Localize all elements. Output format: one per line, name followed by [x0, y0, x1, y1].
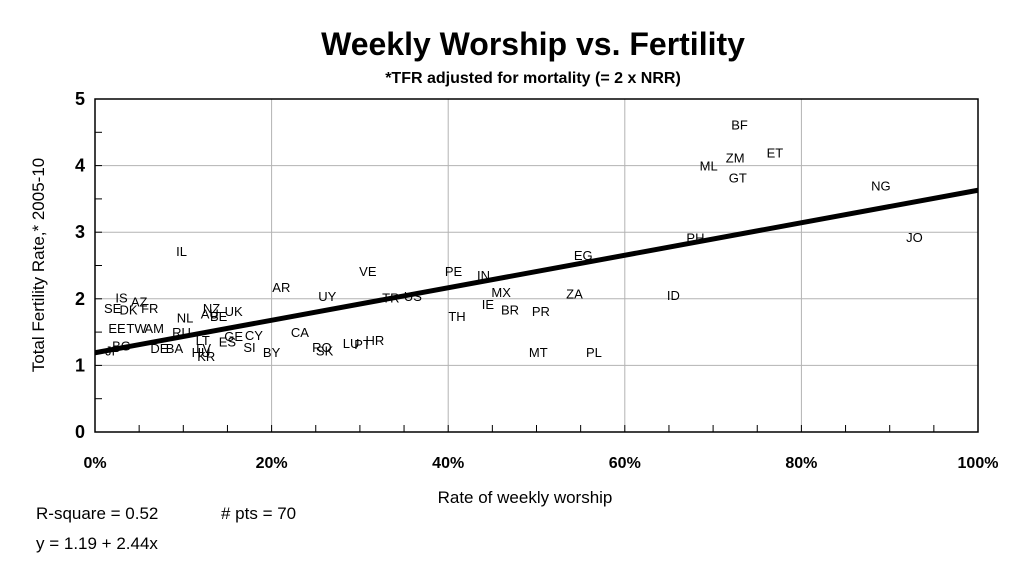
- x-tick-label: 60%: [609, 455, 641, 472]
- data-point-label: PE: [445, 264, 463, 279]
- data-point-label: GT: [729, 171, 747, 186]
- y-tick-label: 5: [75, 89, 85, 109]
- data-point-label: DE: [150, 341, 168, 356]
- data-point-label: AM: [144, 321, 164, 336]
- data-point-label: FR: [141, 301, 158, 316]
- data-point-label: RO: [312, 340, 332, 355]
- x-tick-label: 80%: [785, 455, 817, 472]
- regression-equation: y = 1.19 + 2.44x: [36, 534, 158, 553]
- x-tick-label: 20%: [256, 455, 288, 472]
- x-tick-label: 100%: [958, 455, 999, 472]
- data-point-label: GE: [224, 329, 243, 344]
- data-point-label: UK: [225, 304, 243, 319]
- y-tick-label: 0: [75, 422, 85, 442]
- data-point-label: BF: [731, 117, 748, 132]
- data-point-label: PR: [532, 304, 550, 319]
- points-count-text: # pts = 70: [221, 504, 296, 523]
- data-point-label: LT: [196, 333, 210, 348]
- data-point-label: CY: [245, 328, 263, 343]
- data-point-label: DK: [120, 302, 138, 317]
- data-point-label: ID: [667, 288, 680, 303]
- y-tick-label: 1: [75, 355, 85, 375]
- data-point-label: IS: [115, 290, 128, 305]
- trend-line: [94, 187, 979, 356]
- data-point-label: PT: [354, 337, 371, 352]
- data-point-label: NL: [177, 310, 194, 325]
- data-point-label: HU: [192, 345, 211, 360]
- data-point-label: TW: [126, 321, 147, 336]
- data-point-label: EE: [108, 321, 126, 336]
- gridlines: [95, 99, 978, 432]
- data-point-label: MT: [529, 345, 548, 360]
- y-axis-label: Total Fertility Rate,* 2005-10: [29, 158, 48, 373]
- data-point-label: LU: [343, 336, 360, 351]
- data-point-label: IE: [482, 297, 495, 312]
- data-point-label: AU: [201, 306, 219, 321]
- data-point-label: HR: [366, 333, 385, 348]
- data-point-label: JO: [906, 230, 923, 245]
- x-axis-ticks: 0% 20% 40% 60% 80% 100%: [83, 455, 998, 472]
- data-point-label: ES: [219, 334, 237, 349]
- data-point-label: VE: [359, 264, 377, 279]
- data-point-label: CA: [291, 325, 309, 340]
- data-point-label: BE: [210, 309, 228, 324]
- y-tick-label: 3: [75, 222, 85, 242]
- data-point-label: BR: [501, 302, 519, 317]
- data-point-label: UY: [318, 289, 336, 304]
- x-axis-label: Rate of weekly worship: [438, 488, 613, 507]
- data-point-label: NG: [871, 179, 891, 194]
- data-point-label: ZA: [566, 286, 583, 301]
- data-point-label: LV: [196, 341, 211, 356]
- plot-area: [94, 98, 979, 433]
- data-point-label: BA: [166, 341, 184, 356]
- data-point-label: SK: [316, 344, 334, 359]
- data-point-label: ZM: [726, 151, 745, 166]
- data-point-label: SE: [104, 301, 122, 316]
- data-point-label: IL: [176, 244, 187, 259]
- y-axis-ticks: 0 1 2 3 4 5: [75, 89, 85, 442]
- data-point-label: ET: [767, 145, 784, 160]
- data-point-label: SI: [243, 340, 255, 355]
- y-tick-label: 4: [75, 156, 85, 176]
- data-point-label: PL: [586, 345, 602, 360]
- data-point-label: AR: [272, 280, 290, 295]
- chart-subtitle: *TFR adjusted for mortality (= 2 x NRR): [385, 70, 681, 87]
- x-tick-label: 40%: [432, 455, 464, 472]
- data-point-label: NZ: [203, 301, 220, 316]
- data-point-label: BY: [263, 345, 281, 360]
- y-tick-label: 2: [75, 289, 85, 309]
- data-point-label: ML: [700, 159, 718, 174]
- chart-title: Weekly Worship vs. Fertility: [321, 26, 745, 62]
- data-point-label: KR: [197, 349, 215, 364]
- data-point-label: EG: [574, 248, 593, 263]
- x-tick-label: 0%: [83, 455, 106, 472]
- data-point-label: TH: [448, 309, 465, 324]
- data-point-label: MX: [491, 285, 511, 300]
- r-square-text: R-square = 0.52: [36, 504, 158, 523]
- data-point-label: AZ: [131, 294, 148, 309]
